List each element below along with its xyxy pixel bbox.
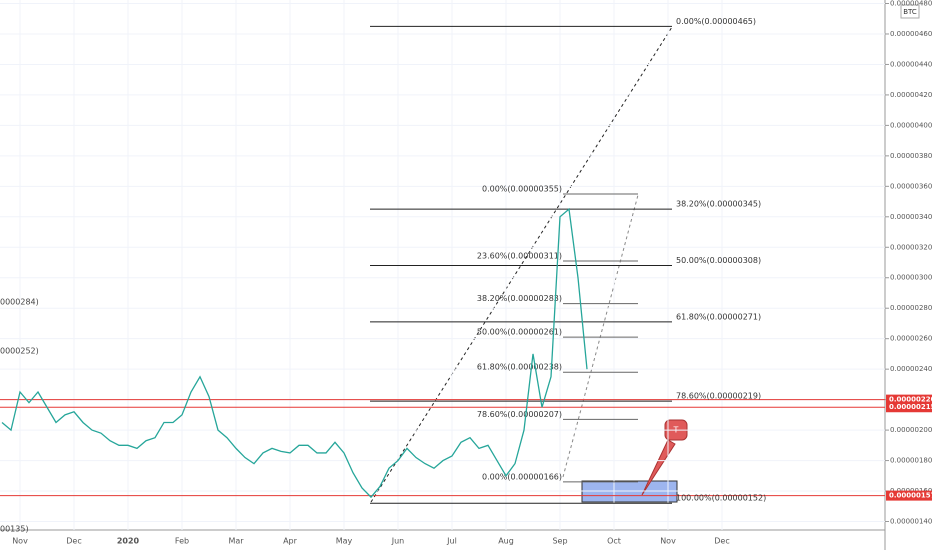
y-tick-label: 0.00000440 <box>890 60 932 68</box>
y-tick-label: 0.00000480 <box>890 0 932 8</box>
fib-label: 38.20%(0.00000283) <box>477 294 562 303</box>
price-label-box <box>886 490 932 501</box>
y-tick-label: 0.00000400 <box>890 121 932 129</box>
fib-label: 78.60%(0.00000207) <box>477 410 562 419</box>
x-tick-label: Mar <box>228 537 244 546</box>
y-tick-label: 0.00000140 <box>890 518 932 526</box>
y-tick-label: 0.00000320 <box>890 243 932 251</box>
price-label: 0.00000220 <box>889 396 932 404</box>
left-price-label: 00135) <box>0 525 29 534</box>
y-tick-label: 0.00000180 <box>890 457 932 465</box>
y-tick-label: 0.00000380 <box>890 152 932 160</box>
x-tick-label: Apr <box>283 537 298 546</box>
fib-label: 0.00%(0.00000166) <box>482 472 562 481</box>
x-tick-label: Nov <box>12 537 28 546</box>
x-tick-label: Oct <box>607 537 621 546</box>
price-label-box <box>886 394 932 405</box>
price-line <box>1 207 588 499</box>
fib-label: 23.60%(0.00000311) <box>477 251 562 260</box>
y-tick-label: 0.00000240 <box>890 365 932 373</box>
trend-line <box>370 26 673 503</box>
y-tick-label: 0.00000360 <box>890 182 932 190</box>
x-tick-label: Dec <box>714 537 729 546</box>
x-tick-label: Dec <box>66 537 81 546</box>
x-tick-label: Aug <box>498 537 514 546</box>
price-label-box <box>886 402 932 413</box>
x-tick-label: May <box>336 537 353 546</box>
fib-label: 50.00%(0.00000261) <box>477 328 562 337</box>
y-tick-label: 0.00000200 <box>890 426 932 434</box>
y-tick-label: 0.00000260 <box>890 335 932 343</box>
fib-label: 61.80%(0.00000238) <box>477 363 562 372</box>
x-tick-label: Feb <box>175 537 189 546</box>
x-tick-label: Sep <box>552 537 567 546</box>
fib-label: 0.00%(0.00000465) <box>676 17 756 26</box>
fib-label: 0.00%(0.00000355) <box>482 184 562 193</box>
x-tick-label: Nov <box>660 537 676 546</box>
y-tick-label: 0.00000340 <box>890 213 932 221</box>
x-tick-label: Jun <box>391 537 405 546</box>
left-price-label: 0000284) <box>0 298 39 307</box>
price-label: 0.00000215 <box>889 403 932 411</box>
y-tick-label: 0.00000460 <box>890 30 932 38</box>
x-tick-label: Jul <box>446 537 457 546</box>
currency: BTC <box>903 8 917 16</box>
x-tick-label: 2020 <box>117 537 140 546</box>
fib-label: 100.00%(0.00000152) <box>676 494 766 503</box>
currency-box <box>900 4 920 19</box>
fib-label: 50.00%(0.00000308) <box>676 256 761 265</box>
y-tick-label: 0.00000300 <box>890 274 932 282</box>
fib-label: 78.60%(0.00000219) <box>676 392 761 401</box>
y-tick-label: 0.00000280 <box>890 304 932 312</box>
y-tick-label: 0.00000420 <box>890 91 932 99</box>
left-price-label: 0000252) <box>0 346 39 355</box>
price-label: 0.00000157 <box>889 492 932 500</box>
fib-label: 38.20%(0.00000345) <box>676 200 761 209</box>
fib-label: 61.80%(0.00000271) <box>676 312 761 321</box>
callout-pointer <box>641 439 676 496</box>
